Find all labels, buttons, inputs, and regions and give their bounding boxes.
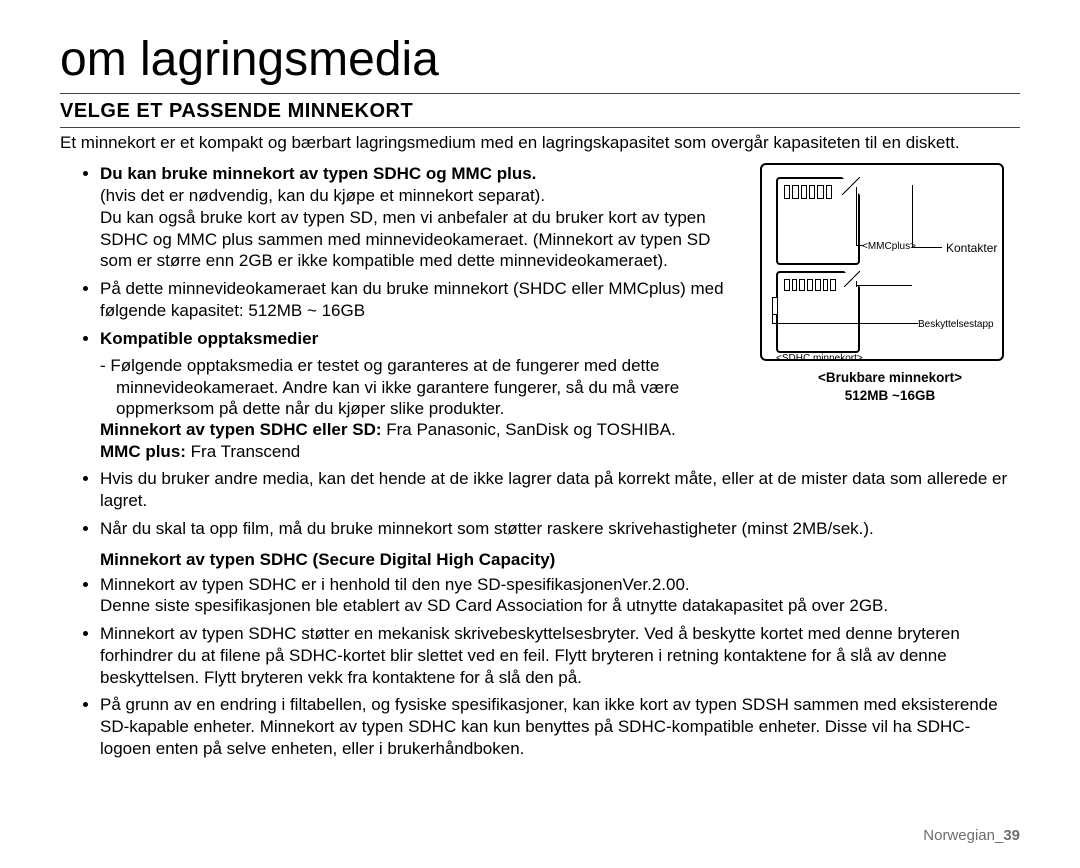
leader-line — [912, 247, 942, 248]
section-subtitle: VELGE ET PASSENDE MINNEKORT — [60, 100, 1020, 123]
page-title: om lagringsmedia — [60, 32, 1020, 87]
bullet-item: På dette minnevideokameraet kan du bruke… — [100, 278, 746, 322]
caption-line: <Brukbare minnekort> — [818, 370, 962, 385]
bullet-bold: Du kan bruke minnekort av typen SDHC og … — [100, 164, 536, 183]
document-page: om lagringsmedia VELGE ET PASSENDE MINNE… — [0, 0, 1080, 868]
bullet-bold: Kompatible opptaksmedier — [100, 329, 318, 348]
leader-line — [856, 281, 857, 287]
bullet-item: På grunn av en endring i filtabellen, og… — [100, 694, 1020, 759]
indent-line: Minnekort av typen SDHC eller SD: Fra Pa… — [100, 419, 746, 440]
title-separator — [60, 93, 1020, 94]
bullet-item: Minnekort av typen SDHC støtter en mekan… — [100, 623, 1020, 688]
bullet-item: Når du skal ta opp film, må du bruke min… — [100, 518, 1020, 540]
inline-text: Fra Panasonic, SanDisk og TOSHIBA. — [382, 420, 676, 439]
dash-line: - Følgende opptaksmedia er testet og gar… — [100, 355, 746, 419]
bullet-item: Hvis du bruker andre media, kan det hend… — [100, 468, 1020, 512]
diagram-label-kontakter: Kontakter — [946, 241, 997, 255]
contact-strip-icon — [784, 279, 836, 291]
diagram-label-sdhc: <SDHC minnekort> — [776, 353, 863, 364]
caption-line: 512MB ~16GB — [845, 388, 935, 403]
subtitle-separator — [60, 127, 1020, 128]
bullet-list-2: Hvis du bruker andre media, kan det hend… — [60, 468, 1020, 539]
inline-bold: MMC plus: — [100, 442, 186, 461]
leader-line — [772, 323, 918, 324]
inline-bold: Minnekort av typen SDHC eller SD: — [100, 420, 382, 439]
diagram-column: <MMCplus> Kontakter <SDHC minnekort> Bes… — [760, 163, 1020, 404]
content-row: Du kan bruke minnekort av typen SDHC og … — [60, 163, 1020, 462]
bullet-line: Denne siste spesifikasjonen ble etablert… — [100, 596, 888, 615]
diagram-label-mmcplus: <MMCplus> — [862, 241, 916, 252]
indent-line: MMC plus: Fra Transcend — [100, 441, 746, 462]
leader-line — [772, 303, 773, 323]
bullet-list-1: Du kan bruke minnekort av typen SDHC og … — [60, 163, 746, 349]
page-footer: Norwegian_39 — [923, 827, 1020, 844]
sdhc-card-icon — [776, 271, 860, 353]
inline-text: Fra Transcend — [186, 442, 300, 461]
text-column: Du kan bruke minnekort av typen SDHC og … — [60, 163, 746, 462]
diagram-caption: <Brukbare minnekort> 512MB ~16GB — [760, 369, 1020, 404]
bullet-list-3: Minnekort av typen SDHC er i henhold til… — [60, 574, 1020, 760]
footer-language: Norwegian_ — [923, 827, 1003, 844]
leader-line — [856, 285, 912, 286]
bullet-item: Minnekort av typen SDHC er i henhold til… — [100, 574, 1020, 618]
memory-card-diagram: <MMCplus> Kontakter <SDHC minnekort> Bes… — [760, 163, 1004, 361]
bullet-line: Minnekort av typen SDHC er i henhold til… — [100, 575, 690, 594]
bullet-item: Du kan bruke minnekort av typen SDHC og … — [100, 163, 746, 272]
section-head-sdhc: Minnekort av typen SDHC (Secure Digital … — [100, 550, 1020, 570]
intro-paragraph: Et minnekort er et kompakt og bærbart la… — [60, 132, 1020, 153]
bullet-item: Kompatible opptaksmedier — [100, 328, 746, 350]
footer-page-number: 39 — [1003, 827, 1020, 844]
contact-strip-icon — [784, 185, 832, 199]
mmc-card-icon — [776, 177, 860, 265]
bullet-line: Du kan også bruke kort av typen SD, men … — [100, 208, 710, 271]
bullet-line: (hvis det er nødvendig, kan du kjøpe et … — [100, 186, 545, 205]
leader-line — [856, 187, 857, 245]
leader-line — [912, 185, 913, 247]
diagram-label-beskyttelsestapp: Beskyttelsestapp — [918, 319, 994, 330]
